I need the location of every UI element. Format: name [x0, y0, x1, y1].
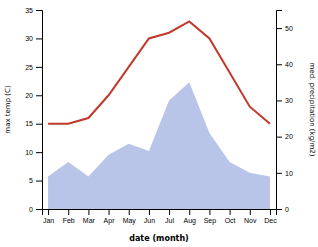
tick: 30	[25, 35, 42, 42]
tick-mark	[36, 95, 42, 96]
tick-mark	[129, 209, 130, 215]
y2-axis: 0 10 20 30 40 50	[276, 11, 293, 213]
tick-label: 10	[285, 170, 293, 177]
tick-label: Aug	[184, 217, 197, 225]
tick-label: May	[123, 217, 137, 225]
axis-domain	[277, 11, 283, 210]
tick-mark	[276, 64, 282, 65]
tick-mark	[169, 209, 170, 215]
tick: 15	[25, 120, 42, 127]
tick-mark	[149, 209, 150, 215]
tick-label: Jul	[165, 217, 174, 224]
tick-mark	[276, 209, 282, 210]
tick-mark	[36, 67, 42, 68]
axis-domain	[36, 11, 43, 210]
tick-mark	[276, 173, 282, 174]
plot-area: Jan Feb Mar Apr May Jun Jul Aug Sep Oct Nov Dec 0 5 10…	[25, 7, 293, 225]
tick-label: 5	[29, 177, 33, 184]
x-axis: Jan Feb Mar Apr May Jun Jul Aug Sep Oct Nov Dec	[43, 209, 278, 225]
tick: 0	[29, 206, 42, 213]
tick: Jun	[144, 209, 155, 224]
tick-label: Dec	[264, 217, 277, 224]
tick: 20	[276, 133, 293, 140]
tick: 25	[25, 64, 42, 71]
tick-mark	[270, 209, 271, 215]
tick: Oct	[225, 209, 236, 224]
marks	[48, 21, 270, 209]
tick-label: 20	[285, 133, 293, 140]
tick: 40	[276, 61, 293, 68]
tick-label: Jun	[144, 217, 155, 224]
tick: 10	[276, 170, 293, 177]
tick: Feb	[63, 209, 75, 224]
y2-axis-title: med. precipitation (kg/m2)	[308, 63, 316, 157]
tick-mark	[109, 209, 110, 215]
tick-mark	[36, 124, 42, 125]
tick: Nov	[244, 209, 257, 224]
x-axis-title: date (month)	[129, 234, 189, 243]
tick-label: 0	[29, 206, 33, 213]
tick-mark	[209, 209, 210, 215]
tick: 30	[276, 97, 293, 104]
tick-label: 25	[25, 64, 33, 71]
tick-label: Apr	[104, 217, 116, 225]
tick-label: Oct	[225, 217, 236, 224]
tick-label: Jan	[43, 217, 54, 224]
tick-label: Sep	[204, 217, 217, 225]
tick: Sep	[204, 209, 217, 225]
tick-label: 15	[25, 120, 33, 127]
tick: Aug	[184, 209, 197, 225]
tick: Jul	[165, 209, 174, 224]
tick-mark	[250, 209, 251, 215]
tick-mark	[48, 209, 49, 215]
axis-domain	[43, 210, 277, 216]
tick: 0	[276, 206, 289, 213]
tick-mark	[189, 209, 190, 215]
y-axis: 0 5 10 15 20 25 30 35	[25, 7, 42, 213]
tick: 20	[25, 92, 42, 99]
tick-label: 0	[285, 206, 289, 213]
tick-mark	[36, 209, 42, 210]
area	[48, 82, 270, 209]
tick-mark	[230, 209, 231, 215]
tick-label: 20	[25, 92, 33, 99]
tick: Jan	[43, 209, 54, 224]
tick: Mar	[83, 209, 96, 224]
tick-mark	[36, 10, 42, 11]
tick: 5	[29, 177, 42, 184]
tick-mark	[36, 38, 42, 39]
tick: Apr	[104, 209, 116, 225]
tick: 50	[276, 25, 293, 32]
tick-label: 30	[25, 35, 33, 42]
tick-label: 35	[25, 7, 33, 14]
tick-label: 30	[285, 97, 293, 104]
tick-label: Feb	[63, 217, 75, 224]
tick-label: Mar	[83, 217, 96, 224]
tick-label: Nov	[244, 217, 257, 224]
tick-mark	[68, 209, 69, 215]
tick: 35	[25, 7, 42, 14]
line	[48, 21, 270, 123]
tick-mark	[88, 209, 89, 215]
chart: Jan Feb Mar Apr May Jun Jul Aug Sep Oct Nov Dec 0 5 10…	[0, 0, 318, 247]
tick-label: 10	[25, 149, 33, 156]
tick-mark	[36, 152, 42, 153]
tick-mark	[276, 28, 282, 29]
tick: Dec	[264, 209, 277, 224]
tick: May	[123, 209, 137, 225]
tick-mark	[36, 181, 42, 182]
tick-label: 40	[285, 61, 293, 68]
tick-mark	[276, 137, 282, 138]
tick: 10	[25, 149, 42, 156]
y-axis-title: max temp (C)	[4, 85, 12, 134]
tick-label: 50	[285, 25, 293, 32]
tick-mark	[276, 100, 282, 101]
